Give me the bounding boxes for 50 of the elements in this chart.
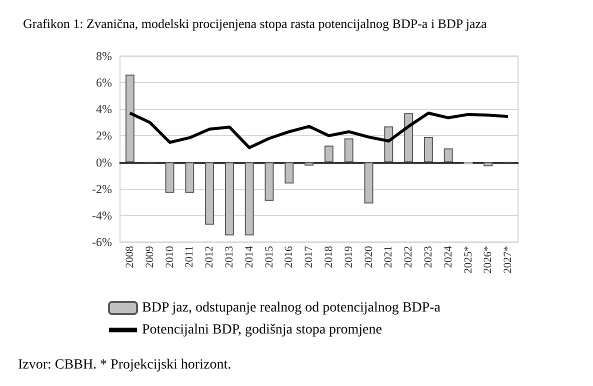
y-tick-label: -6% <box>92 235 112 249</box>
y-tick-label: 6% <box>96 76 112 90</box>
bar <box>224 162 234 236</box>
bar <box>165 162 174 193</box>
x-tick-label: 2020 <box>362 246 375 268</box>
bar <box>444 148 453 162</box>
x-tick-label: 2015 <box>263 246 276 268</box>
y-tick-label: 8% <box>96 49 112 63</box>
x-tick-label: 2021 <box>382 246 395 268</box>
bar <box>344 138 354 162</box>
y-tick-label: 4% <box>96 102 112 116</box>
chart-title: Grafikon 1: Zvanična, modelski procijenjena stopa rasta potencijalnog BDP-a i BDP jaza <box>23 16 488 31</box>
bar <box>284 162 294 184</box>
x-tick-label: 2025* <box>462 246 474 274</box>
x-tick-label: 2016 <box>283 246 296 268</box>
x-tick-label: 2026* <box>482 246 494 274</box>
x-tick-label: 2018 <box>322 246 335 268</box>
bar <box>304 162 314 166</box>
x-tick-label: 2017 <box>303 246 316 268</box>
bar <box>404 113 414 162</box>
x-tick-label: 2014 <box>243 246 256 268</box>
legend-label: Potencijalni BDP, godišnja stopa promjene <box>142 322 382 338</box>
bar <box>384 126 394 162</box>
bar <box>364 162 374 204</box>
bar <box>324 146 334 162</box>
legend-label: BDP jaz, odstupanje realnog od potencijalnog BDP-a <box>142 300 442 316</box>
x-tick-label: 2024 <box>442 246 454 268</box>
x-tick-label: 2013 <box>223 246 236 268</box>
x-tick-label: 2009 <box>144 246 156 268</box>
line-series <box>128 112 510 150</box>
x-tick-label: 2022 <box>402 246 415 268</box>
text: Izvor: CBBH. * Projekcijski horizont. <box>18 358 232 372</box>
bar <box>185 162 194 193</box>
x-tick-label: 2023 <box>422 246 434 268</box>
bar <box>484 162 493 166</box>
bar <box>125 74 134 162</box>
y-tick-label: -4% <box>92 208 112 222</box>
x-tick-label: 2008 <box>124 246 136 268</box>
x-tick-label: 2010 <box>164 246 176 268</box>
y-tick-label: -2% <box>92 182 112 196</box>
bar <box>205 162 214 225</box>
bar <box>264 162 274 201</box>
y-tick-label: 2% <box>96 128 112 143</box>
x-tick-label: 2027* <box>502 246 514 274</box>
x-tick-label: 2011 <box>184 246 196 268</box>
x-tick-label: 2019 <box>342 246 355 268</box>
bar <box>244 162 254 236</box>
bar <box>424 137 433 162</box>
y-tick-label: 0% <box>96 155 112 170</box>
x-tick-label: 2012 <box>204 246 216 268</box>
